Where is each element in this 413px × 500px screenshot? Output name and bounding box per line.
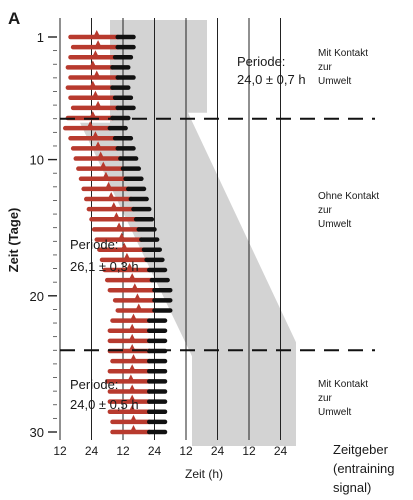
shaded-band — [80, 20, 296, 446]
shaded-band-layer — [80, 20, 296, 446]
mid-condition-line-2: zur — [318, 205, 333, 216]
activity-marker — [134, 293, 141, 300]
activity-marker — [118, 232, 125, 239]
activity-marker — [129, 404, 136, 411]
bottom-period-label: Periode: — [70, 377, 118, 392]
activity-marker — [92, 50, 99, 57]
activity-marker — [105, 181, 112, 188]
top-condition-line-2: zur — [318, 62, 333, 73]
activity-marker — [89, 60, 96, 67]
activity-bars-layer — [63, 30, 173, 435]
activity-marker — [113, 212, 120, 219]
activity-marker — [129, 384, 136, 391]
mid-condition-line-3: Umwelt — [318, 219, 352, 230]
mid-period-label: Periode: — [70, 237, 118, 252]
axis-layer: 12 24 12 24 12 24 12 24 1 10 20 30 — [30, 30, 288, 458]
activity-marker — [95, 100, 102, 107]
x-tick-label: 12 — [179, 444, 193, 458]
x-tick-label: 24 — [211, 444, 225, 458]
zeitgeber-line-1: Zeitgeber — [333, 442, 389, 457]
activity-marker — [95, 141, 102, 148]
activity-marker — [97, 151, 104, 158]
bottom-condition-line-1: Mit Kontakt — [318, 379, 368, 390]
activity-marker — [129, 364, 136, 371]
activity-marker — [123, 252, 130, 259]
bottom-condition-line-2: zur — [318, 393, 333, 404]
bottom-condition-line-3: Umwelt — [318, 407, 352, 418]
zeitgeber-line-3: signal) — [333, 480, 371, 495]
top-period-value: 24,0 ± 0,7 h — [237, 72, 306, 87]
activity-marker — [93, 30, 100, 36]
y-axis-label: Zeit (Tage) — [6, 208, 21, 273]
y-tick-label: 30 — [30, 425, 44, 440]
activity-marker — [110, 202, 117, 209]
activity-marker — [116, 222, 123, 229]
activity-marker — [130, 313, 137, 320]
activity-marker — [129, 343, 136, 350]
activity-marker — [108, 192, 115, 199]
x-tick-label: 12 — [53, 444, 67, 458]
mid-condition-line-1: Ohne Kontakt — [318, 191, 379, 202]
mid-period-value: 26,1 ± 0,3 h — [70, 259, 139, 274]
activity-marker — [126, 262, 133, 269]
activity-marker — [121, 242, 128, 249]
zeitgeber-line-2: (entraining — [333, 461, 394, 476]
x-axis-label: Zeit (h) — [185, 467, 223, 481]
activity-marker — [95, 40, 102, 47]
activity-marker — [129, 333, 136, 340]
top-period-label: Periode: — [237, 54, 285, 69]
y-tick-label: 10 — [30, 153, 44, 168]
activity-marker — [129, 273, 136, 280]
activity-marker — [129, 394, 136, 401]
top-condition-line-3: Umwelt — [318, 76, 352, 87]
activity-marker — [135, 303, 142, 310]
activity-marker — [100, 161, 107, 168]
x-tick-label: 24 — [85, 444, 99, 458]
activity-marker — [131, 283, 138, 290]
y-tick-label: 20 — [30, 289, 44, 304]
phase-divider-layer — [60, 117, 375, 352]
activity-marker — [92, 90, 99, 97]
x-tick-label: 24 — [148, 444, 162, 458]
activity-marker — [130, 354, 137, 361]
x-tick-label: 12 — [116, 444, 130, 458]
activity-marker — [89, 111, 96, 118]
activity-marker — [130, 414, 137, 421]
panel-label: A — [8, 9, 20, 28]
activity-marker — [93, 70, 100, 77]
activity-marker — [92, 131, 99, 138]
activity-marker — [87, 121, 94, 128]
top-condition-line-1: Mit Kontakt — [318, 48, 368, 59]
activity-marker — [127, 374, 134, 381]
activity-marker — [129, 323, 136, 330]
activity-marker — [89, 80, 96, 87]
activity-marker — [102, 171, 109, 178]
x-tick-label: 12 — [242, 444, 256, 458]
bottom-period-value: 24,0 ± 0,5 h — [70, 397, 139, 412]
y-tick-label: 1 — [37, 30, 44, 45]
x-tick-label: 24 — [274, 444, 288, 458]
activity-marker — [130, 425, 137, 431]
